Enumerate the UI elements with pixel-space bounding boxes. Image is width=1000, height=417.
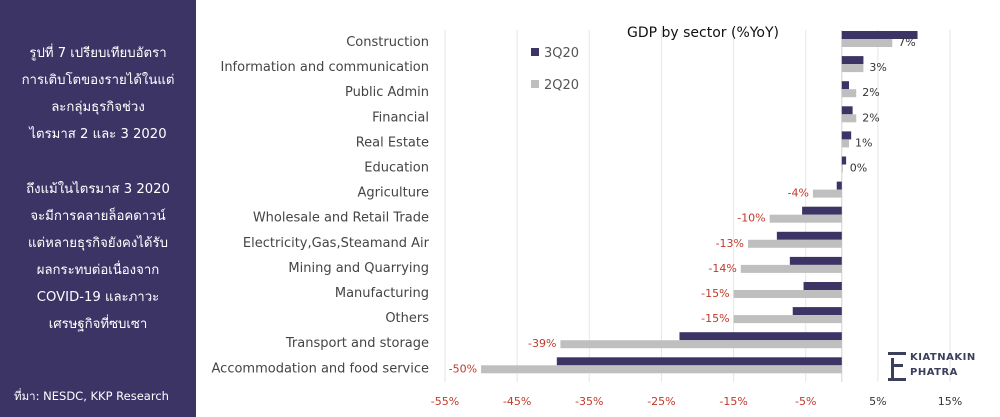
bar-3q20	[841, 106, 853, 115]
category-label: Agriculture	[358, 186, 430, 201]
bar-2q20	[740, 264, 842, 273]
bar-2q20	[769, 214, 842, 223]
category-label: Construction	[346, 35, 429, 50]
data-label-2q20: -13%	[716, 237, 744, 250]
data-label-2q20: -10%	[737, 212, 765, 225]
x-tick-label: -55%	[431, 395, 459, 408]
labels: -55% -45% -35% -25% -15% -5% 5% 15% Construction…	[212, 35, 963, 408]
bar-3q20	[841, 31, 918, 39]
bar-3q20	[841, 156, 847, 165]
side-body-line: ถึงแม้ในไตรมาส 3 2020	[26, 182, 170, 197]
side-body-line: แต่หลายธุรกิจยังคงได้รับ	[28, 236, 168, 251]
chart-title: GDP by sector (%YoY)	[627, 25, 779, 41]
category-label: Mining and Quarrying	[288, 261, 429, 276]
side-body: ถึงแม้ในไตรมาส 3 2020 จะมีการคลายล็อคดาว…	[0, 176, 196, 338]
data-label-2q20: 1%	[855, 136, 872, 149]
category-label: Information and communication	[220, 60, 429, 75]
category-label: Others	[385, 311, 429, 326]
category-label: Manufacturing	[335, 286, 429, 301]
legend: 3Q20 2Q20	[531, 46, 579, 93]
legend-swatch-2q20	[531, 80, 539, 88]
bar-3q20	[803, 282, 842, 290]
data-label-2q20: -14%	[708, 262, 736, 275]
side-body-line: จะมีการคลายล็อคดาวน์	[30, 209, 166, 224]
data-label-2q20: 2%	[862, 86, 879, 99]
logo-line-1: KIATNAKIN	[910, 352, 976, 363]
data-label-2q20: -39%	[528, 337, 556, 350]
x-tick-label: -5%	[795, 395, 816, 408]
side-heading-line: การเติบโตของรายได้ในแต่	[21, 73, 175, 88]
bar-3q20	[776, 231, 842, 240]
bar-2q20	[560, 340, 842, 349]
x-tick-label: 5%	[869, 395, 886, 408]
data-label-2q20: 7%	[898, 36, 915, 49]
side-panel: รูปที่ 7 เปรียบเทียบอัตรา การเติบโตของรา…	[0, 0, 196, 417]
data-label-2q20: 3%	[869, 61, 886, 74]
data-label-2q20: -15%	[701, 287, 729, 300]
kiatnakin-phatra-logo: KIATNAKIN PHATRA	[886, 348, 996, 388]
bar-2q20	[841, 39, 893, 47]
legend-label-2q20: 2Q20	[544, 78, 579, 93]
category-label: Public Admin	[345, 85, 429, 100]
category-label: Wholesale and Retail Trade	[253, 211, 429, 226]
source-note: ที่มา: NESDC, KKP Research	[14, 389, 169, 403]
category-label: Transport and storage	[285, 336, 429, 351]
bar-3q20	[792, 307, 842, 316]
category-label: Education	[364, 161, 429, 176]
data-label-2q20: -15%	[701, 312, 729, 325]
legend-swatch-3q20	[531, 48, 539, 56]
category-label: Financial	[372, 110, 429, 125]
data-label-2q20: 0%	[850, 162, 867, 175]
bar-2q20	[841, 114, 857, 123]
bar-3q20	[841, 56, 864, 65]
bar-2q20	[841, 139, 849, 148]
x-tick-label: -45%	[503, 395, 531, 408]
side-heading-line: ละกลุ่มธุรกิจช่วง	[51, 100, 145, 115]
side-body-line: COVID-19 และภาวะ	[36, 290, 160, 305]
grid-lines	[444, 30, 951, 382]
side-heading-line: ไตรมาส 2 และ 3 2020	[29, 127, 167, 142]
bars	[481, 31, 918, 374]
bar-2q20	[481, 365, 842, 374]
logo-mark-icon	[888, 352, 906, 381]
bar-3q20	[789, 256, 842, 265]
x-tick-label: 15%	[938, 395, 962, 408]
side-heading-line: รูปที่ 7 เปรียบเทียบอัตรา	[29, 46, 167, 61]
bar-3q20	[841, 131, 852, 140]
bar-2q20	[748, 239, 842, 248]
bar-2q20	[841, 64, 864, 73]
bar-3q20	[841, 81, 849, 90]
logo-text: KIATNAKIN PHATRA	[910, 350, 976, 380]
category-label: Accommodation and food service	[212, 361, 429, 376]
x-tick-label: -25%	[647, 395, 675, 408]
bar-2q20	[841, 89, 857, 98]
side-body-line: ผลกระทบต่อเนื่องจาก	[36, 263, 160, 278]
data-label-2q20: 2%	[862, 111, 879, 124]
bar-3q20	[836, 181, 842, 190]
side-heading: รูปที่ 7 เปรียบเทียบอัตรา การเติบโตของรา…	[0, 40, 196, 148]
x-tick-label: -15%	[719, 395, 747, 408]
side-body-line: เศรษฐกิจที่ซบเซา	[48, 317, 148, 332]
bar-2q20	[841, 164, 843, 173]
bar-2q20	[733, 315, 842, 324]
data-label-2q20: -4%	[788, 187, 809, 200]
logo-line-2: PHATRA	[910, 367, 958, 378]
bar-3q20	[556, 357, 842, 366]
category-label: Real Estate	[356, 135, 429, 150]
bar-3q20	[679, 332, 842, 341]
bar-3q20	[802, 206, 842, 215]
bar-2q20	[812, 189, 842, 198]
bar-2q20	[733, 290, 842, 298]
data-label-2q20: -50%	[449, 362, 477, 375]
legend-label-3q20: 3Q20	[544, 46, 579, 61]
x-tick-label: -35%	[575, 395, 603, 408]
category-label: Electricity,Gas,Steamand Air	[243, 236, 430, 251]
